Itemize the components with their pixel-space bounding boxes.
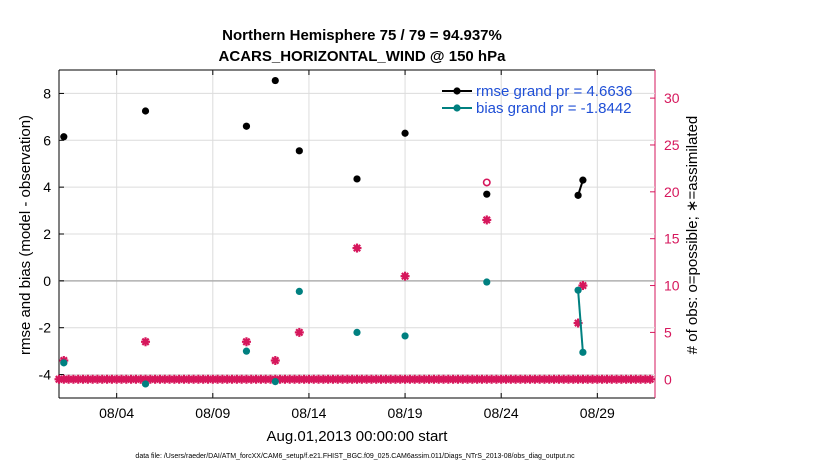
obs-assimilated-point: [482, 215, 492, 225]
bias-point: [401, 332, 409, 340]
x-tick-label: 08/14: [291, 405, 326, 421]
left-y-axis-ticks: -4 -2 0 2 4 6 8: [39, 85, 64, 383]
bias-point: [60, 359, 68, 367]
rmse-point: [401, 129, 409, 137]
bias-point: [242, 347, 251, 355]
bias-point: [353, 328, 361, 336]
right-y-tick-label: 20: [664, 184, 680, 200]
obs-assimilated-point: [352, 243, 362, 253]
obs-assimilated-point: [241, 337, 251, 347]
data-marks: [54, 76, 655, 388]
chart-subtitle: ACARS_HORIZONTAL_WIND @ 150 hPa: [219, 48, 507, 65]
obs-assimilated-point: [141, 337, 151, 347]
x-tick-label: 08/29: [580, 405, 615, 421]
x-axis-ticks: 08/04 08/09 08/14 08/19 08/24 08/29: [99, 70, 615, 421]
legend-bias-label: bias grand pr = -1.8442: [476, 100, 632, 117]
obs-assimilated-zero-marker: [530, 374, 540, 384]
right-y-tick-label: 25: [664, 137, 680, 153]
left-y-tick-label: 6: [43, 132, 51, 148]
bias-point: [574, 286, 582, 294]
bias-point: [271, 378, 279, 386]
rmse-point: [295, 147, 303, 155]
right-y-tick-label: 15: [664, 231, 680, 247]
data-file-footnote: data file: /Users/raeder/DAI/ATM_forcXX/…: [135, 453, 575, 460]
rmse-point: [353, 175, 361, 183]
rmse-point: [483, 190, 491, 198]
bias-point: [295, 287, 303, 295]
obs-possible-point: [482, 178, 491, 187]
bias-point: [579, 348, 587, 356]
right-y-tick-label: 30: [664, 90, 680, 106]
x-tick-label: 08/09: [195, 405, 230, 421]
obs-assimilated-point: [578, 281, 588, 291]
rmse-point: [271, 76, 279, 85]
rmse-point: [141, 107, 150, 115]
left-y-tick-label: -4: [39, 367, 52, 383]
rmse-point: [574, 191, 582, 199]
bias-line: [577, 290, 584, 353]
left-y-tick-label: 2: [43, 226, 51, 242]
right-y-tick-label: 5: [664, 324, 672, 340]
chart-title: Northern Hemisphere 75 / 79 = 94.937%: [222, 27, 502, 44]
obs-assimilated-zero-marker: [645, 374, 655, 384]
legend-rmse-marker: [453, 87, 461, 95]
grid-lines: [59, 70, 655, 398]
rmse-point: [60, 133, 68, 141]
rmse-point: [242, 122, 251, 130]
left-y-tick-label: 4: [43, 179, 51, 195]
x-tick-label: 08/04: [99, 405, 134, 421]
left-y-tick-label: 0: [43, 273, 51, 289]
legend-bias-marker: [453, 104, 461, 112]
x-tick-label: 08/19: [388, 405, 423, 421]
right-y-tick-label: 10: [664, 278, 680, 294]
right-y-axis-ticks: 0 5 10 15 20 25 30: [650, 90, 680, 387]
bias-point: [483, 278, 491, 286]
right-y-tick-label: 0: [664, 371, 672, 387]
obs-assimilated-point: [400, 271, 410, 281]
x-axis-label: Aug.01,2013 00:00:00 start: [267, 428, 449, 445]
left-y-tick-label: -2: [39, 320, 52, 336]
left-y-axis-label: rmse and bias (model - observation): [17, 115, 34, 355]
bias-point: [141, 380, 150, 388]
left-y-tick-label: 8: [43, 85, 51, 101]
obs-assimilated-point: [294, 327, 304, 337]
x-tick-label: 08/24: [484, 405, 519, 421]
rmse-point: [579, 176, 587, 184]
obs-assimilated-point: [270, 356, 280, 366]
right-y-axis-label: # of obs: o=possible; ∗=assimilated: [684, 116, 701, 355]
legend-rmse-label: rmse grand pr = 4.6636: [476, 83, 632, 100]
